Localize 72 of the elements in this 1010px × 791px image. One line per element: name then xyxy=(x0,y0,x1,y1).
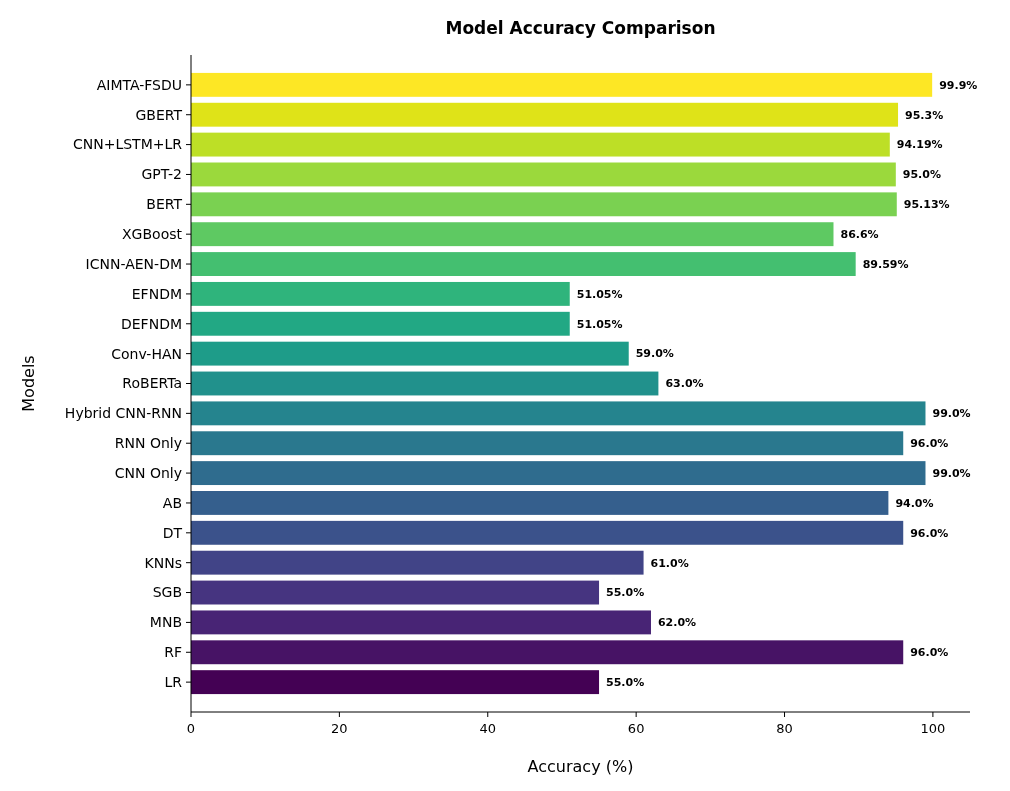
bar xyxy=(191,102,899,127)
bar xyxy=(191,371,659,396)
bar xyxy=(191,132,890,157)
bar xyxy=(191,670,600,695)
y-tick-label: CNN Only xyxy=(114,464,182,481)
bar xyxy=(191,491,889,515)
bar xyxy=(191,311,570,336)
bar xyxy=(191,281,570,306)
y-tick-label: DEFNDM xyxy=(120,315,182,332)
y-tick-label: DT xyxy=(162,524,183,541)
x-tick-label: 20 xyxy=(331,721,348,736)
data-label: 95.0% xyxy=(902,168,941,182)
data-label: 55.0% xyxy=(606,675,645,689)
y-tick-label: RF xyxy=(164,644,182,661)
data-label: 89.59% xyxy=(862,257,909,271)
bar xyxy=(191,431,904,456)
data-label: 99.9% xyxy=(939,78,978,92)
data-label: 95.3% xyxy=(905,108,944,122)
bar xyxy=(191,72,933,97)
bar xyxy=(191,401,926,426)
y-tick-label: CNN+LSTM+LR xyxy=(72,136,183,153)
data-label: 51.05% xyxy=(576,287,623,301)
data-label: 96.0% xyxy=(910,526,949,540)
y-tick-label: MNB xyxy=(149,614,182,631)
data-label: 55.0% xyxy=(606,586,645,600)
data-label: 62.0% xyxy=(657,616,697,630)
y-tick-label: Conv-HAN xyxy=(111,345,182,362)
y-tick-label: AIMTA-FSDU xyxy=(96,76,182,93)
y-tick-label: ICNN-AEN-DM xyxy=(85,255,182,272)
bar xyxy=(191,252,856,276)
bar xyxy=(191,461,926,486)
y-tick-label: GBERT xyxy=(135,106,183,123)
x-tick-label: 40 xyxy=(479,721,497,736)
y-tick-label: RoBERTa xyxy=(122,375,182,392)
x-tick-label: 80 xyxy=(776,721,793,736)
y-axis-title: Models xyxy=(19,355,38,412)
data-label: 59.0% xyxy=(635,347,674,361)
data-label: 95.13% xyxy=(903,198,950,212)
y-tick-label: EFNDM xyxy=(131,285,182,302)
bar xyxy=(191,610,651,635)
bar xyxy=(191,520,904,545)
data-label: 86.6% xyxy=(840,228,879,242)
data-label: 63.0% xyxy=(665,377,704,391)
data-label: 51.05% xyxy=(576,317,623,331)
bar xyxy=(191,550,644,575)
x-tick-label: 0 xyxy=(186,721,196,736)
x-tick-label: 60 xyxy=(627,721,645,736)
data-label: 99.0% xyxy=(932,407,971,421)
y-tick-label: LR xyxy=(164,674,183,691)
data-label: 94.0% xyxy=(895,496,934,510)
x-axis-title: Accuracy (%) xyxy=(527,757,634,776)
data-label: 94.19% xyxy=(896,138,943,152)
y-tick-label: KNNs xyxy=(144,554,182,571)
data-label: 61.0% xyxy=(650,556,689,570)
y-tick-label: SGB xyxy=(152,584,182,601)
bar xyxy=(191,192,897,217)
y-tick-label: Hybrid CNN-RNN xyxy=(64,405,182,422)
bar xyxy=(191,640,904,665)
bar xyxy=(191,341,629,366)
y-tick-label: AB xyxy=(162,494,182,511)
y-tick-label: GPT-2 xyxy=(141,166,182,183)
y-tick-label: BERT xyxy=(146,196,183,213)
bar xyxy=(191,162,896,187)
bar xyxy=(191,580,600,605)
x-tick-label: 100 xyxy=(920,721,946,736)
y-tick-label: XGBoost xyxy=(122,226,183,243)
bar xyxy=(191,222,834,247)
data-label: 99.0% xyxy=(932,466,971,480)
data-label: 96.0% xyxy=(910,646,949,660)
chart-title: Model Accuracy Comparison xyxy=(445,18,716,38)
y-tick-label: RNN Only xyxy=(114,435,182,452)
data-label: 96.0% xyxy=(910,437,949,451)
